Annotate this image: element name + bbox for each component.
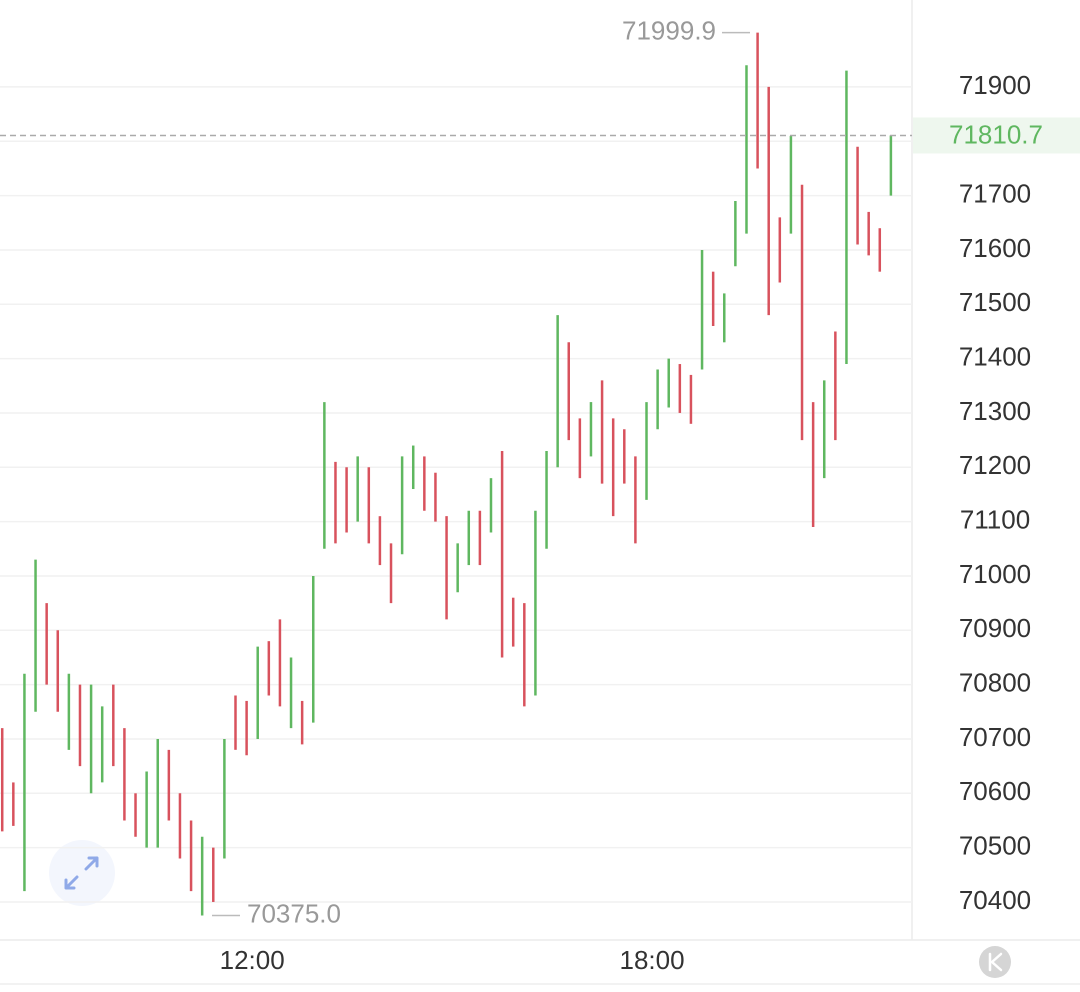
y-tick-label: 71300 — [959, 396, 1031, 426]
y-tick-label: 71500 — [959, 287, 1031, 317]
y-tick-label: 71000 — [959, 559, 1031, 589]
y-tick-label: 71400 — [959, 341, 1031, 371]
y-tick-label: 70900 — [959, 613, 1031, 643]
y-tick-label: 71100 — [960, 504, 1030, 534]
low-label: 70375.0 — [247, 898, 341, 928]
y-tick-label: 70500 — [959, 831, 1031, 861]
x-tick-label: 18:00 — [620, 945, 685, 975]
high-label: 71999.9 — [622, 16, 716, 46]
expand-button[interactable] — [49, 840, 115, 906]
x-tick-label: 12:00 — [220, 945, 285, 975]
y-tick-label: 71900 — [959, 70, 1031, 100]
y-tick-label: 70600 — [959, 776, 1031, 806]
y-tick-label: 70400 — [959, 885, 1031, 915]
last-price-box — [913, 117, 1080, 154]
last-price-label: 71810.7 — [949, 119, 1043, 149]
y-tick-label: 71200 — [959, 450, 1031, 480]
y-tick-label: 71600 — [959, 233, 1031, 263]
y-tick-label: 71700 — [959, 178, 1031, 208]
k-button[interactable] — [979, 946, 1011, 978]
y-tick-label: 70700 — [959, 722, 1031, 752]
y-tick-label: 70800 — [959, 667, 1031, 697]
